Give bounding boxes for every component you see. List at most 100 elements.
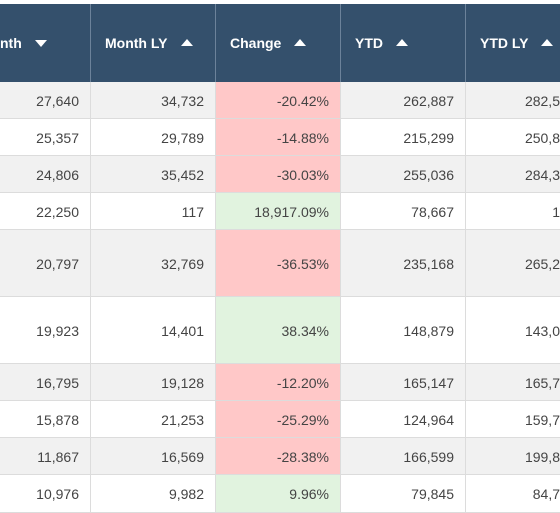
cell-text: 32,769 bbox=[161, 255, 204, 272]
table-cell bbox=[216, 82, 341, 118]
cell-text: 20,797 bbox=[36, 255, 79, 272]
table-cell bbox=[91, 475, 216, 512]
cell-text: 165,7 bbox=[524, 374, 560, 391]
cell-text: 21,253 bbox=[161, 411, 204, 428]
header-label: nth bbox=[0, 35, 22, 51]
table-cell bbox=[341, 475, 466, 512]
cell-text: 19,923 bbox=[36, 322, 79, 339]
cell-text: 143,0 bbox=[524, 322, 560, 339]
cell-text: 215,299 bbox=[403, 129, 454, 146]
table-cell bbox=[91, 297, 216, 363]
cell-text: 11,867 bbox=[37, 448, 79, 465]
cell-text: 78,667 bbox=[411, 203, 454, 220]
table-cell bbox=[466, 193, 560, 229]
cell-text: 124,964 bbox=[403, 411, 454, 428]
cell-text: 265,2 bbox=[524, 255, 560, 272]
table-cell bbox=[216, 230, 341, 296]
sort-arrow[interactable] bbox=[35, 40, 47, 47]
table-cell bbox=[341, 401, 466, 437]
cell-text: 250,8 bbox=[524, 129, 560, 146]
table-cell bbox=[91, 364, 216, 400]
table-cell bbox=[341, 297, 466, 363]
table-cell bbox=[216, 156, 341, 192]
table-row: 25,357 29,789 -14.88% 215,299 250,8 bbox=[0, 119, 560, 156]
column-header[interactable]: Change bbox=[216, 4, 341, 82]
table-cell bbox=[341, 230, 466, 296]
table-row: 22,250 117 18,917.09% 78,667 1 bbox=[0, 193, 560, 230]
cell-text: 262,887 bbox=[403, 92, 454, 109]
cell-text: 9,982 bbox=[168, 486, 204, 502]
cell-text: 34,732 bbox=[161, 92, 204, 109]
table-cell bbox=[0, 297, 91, 363]
table-cell bbox=[0, 82, 91, 118]
table-cell bbox=[341, 364, 466, 400]
column-header[interactable]: YTD LY bbox=[466, 4, 560, 82]
table-row: 15,878 21,253 -25.29% 124,964 159,7 bbox=[0, 401, 560, 438]
cell-text: 29,789 bbox=[161, 129, 204, 146]
table-cell bbox=[0, 119, 91, 155]
cell-text: 38.34% bbox=[281, 322, 329, 339]
table-cell bbox=[216, 401, 341, 437]
table-cell bbox=[341, 119, 466, 155]
column-header[interactable]: YTD bbox=[341, 4, 466, 82]
cell-text: 24,806 bbox=[36, 166, 79, 183]
cell-text: 255,036 bbox=[403, 166, 454, 183]
cell-text: 1 bbox=[552, 203, 560, 220]
table-row: 24,806 35,452 -30.03% 255,036 284,3 bbox=[0, 156, 560, 193]
cell-text: 19,128 bbox=[161, 374, 204, 391]
sort-arrow[interactable] bbox=[294, 39, 306, 46]
cell-text: 16,569 bbox=[161, 448, 204, 465]
table-cell bbox=[216, 193, 341, 229]
cell-text: 165,147 bbox=[403, 374, 454, 391]
column-header[interactable]: nth bbox=[0, 4, 91, 82]
cell-text: 27,640 bbox=[36, 92, 79, 109]
table-cell bbox=[0, 475, 91, 512]
cell-text: -14.88% bbox=[276, 129, 329, 146]
table-cell bbox=[0, 364, 91, 400]
cell-text: -25.29% bbox=[276, 411, 329, 428]
cell-text: -36.53% bbox=[276, 255, 329, 272]
cell-text: 166,599 bbox=[403, 448, 454, 465]
column-header[interactable]: Month LY bbox=[91, 4, 216, 82]
table-cell bbox=[0, 193, 91, 229]
table-row: 20,797 32,769 -36.53% 235,168 265,2 bbox=[0, 230, 560, 297]
cell-text: -20.42% bbox=[276, 92, 329, 109]
table-cell bbox=[216, 297, 341, 363]
cell-text: 35,452 bbox=[161, 166, 204, 183]
table-cell bbox=[216, 438, 341, 474]
table-cell bbox=[0, 438, 91, 474]
table-cell bbox=[0, 230, 91, 296]
table-cell bbox=[341, 82, 466, 118]
cell-text: 84,7 bbox=[532, 486, 560, 502]
cell-text: 14,401 bbox=[161, 322, 204, 339]
header-label: YTD bbox=[355, 35, 383, 51]
table-cell bbox=[216, 364, 341, 400]
table-cell bbox=[91, 156, 216, 192]
cell-text: -30.03% bbox=[276, 166, 329, 183]
cell-text: 199,8 bbox=[524, 448, 560, 465]
table-cell bbox=[91, 193, 216, 229]
cell-text: 18,917.09% bbox=[254, 203, 329, 220]
cell-text: 16,795 bbox=[36, 374, 79, 391]
table-cell bbox=[91, 401, 216, 437]
cell-text: 235,168 bbox=[403, 255, 454, 272]
cell-text: 282,5 bbox=[524, 92, 560, 109]
table-cell bbox=[0, 401, 91, 437]
table-cell bbox=[91, 82, 216, 118]
sort-arrow[interactable] bbox=[541, 39, 553, 46]
header-label: Month LY bbox=[105, 35, 168, 51]
table-row: 11,867 16,569 -28.38% 166,599 199,8 bbox=[0, 438, 560, 475]
sort-arrow[interactable] bbox=[396, 39, 408, 46]
cell-text: -12.20% bbox=[276, 374, 329, 391]
cell-text: 79,845 bbox=[411, 486, 454, 502]
table-cell bbox=[216, 119, 341, 155]
table-cell bbox=[216, 475, 341, 512]
cell-text: 284,3 bbox=[524, 166, 560, 183]
sort-arrow[interactable] bbox=[181, 39, 193, 46]
cell-text: 22,250 bbox=[36, 203, 79, 220]
cell-text: 9.96% bbox=[289, 486, 329, 502]
cell-text: 25,357 bbox=[36, 129, 79, 146]
cell-text: 159,7 bbox=[524, 411, 560, 428]
table-cell bbox=[341, 156, 466, 192]
